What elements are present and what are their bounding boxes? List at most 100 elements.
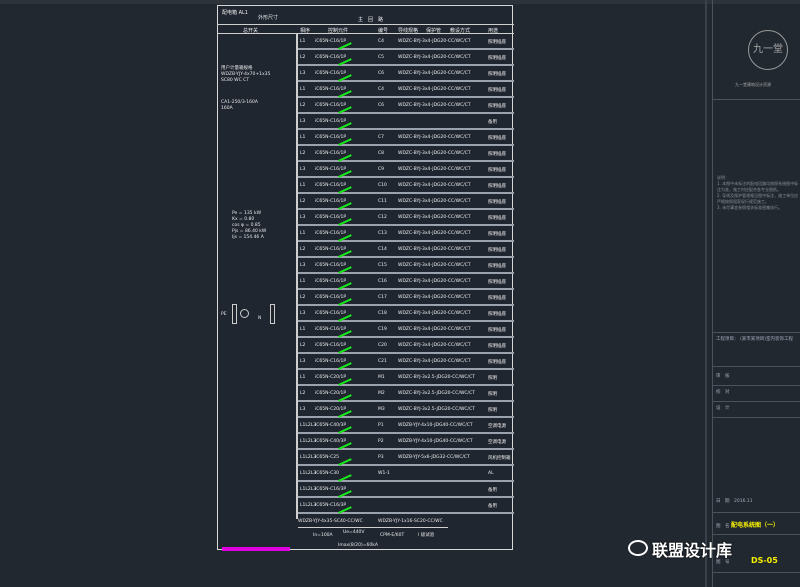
circuit-row: L3 iC65N-C16/1P C12 WDZC-BYJ-3x4-JDG20-CC/W… [298,210,514,226]
cable-spec: WDZC-BYJ-3x4-JDG20-CC/WC/CT [398,279,471,284]
circuit-purpose: 照明插座 [488,328,506,333]
title-block: 九一堂 九一堂建筑设计资源 说明： 1. 本图中未标注的配电回路均按照系统图中标… [712,0,800,587]
circuit-row: L3 iC65N-C20/1P M3 WDZC-BYJ-3x2.5-JDG20-CC/… [298,402,514,418]
circuit-row: L1L2L3 iC65N-C16/3P 备用 [298,482,514,498]
phase-label: L2 [300,103,306,108]
drawing-no-cell: 图 号 DS-05 [713,553,800,573]
circuit-row: L3 iC65N-C16/1P C9 WDZC-BYJ-3x4-JDG20-CC/WC… [298,162,514,178]
phase-label: L1 [300,327,306,332]
circuit-row: L1L2L3 iC65N-C16/3P 备用 [298,498,514,514]
circuit-number: M3 [378,407,385,412]
breaker-label: iC65N-C16/1P [315,87,347,92]
circuit-number: C17 [378,295,387,300]
breaker-label: iC65N-C16/3P [315,487,347,492]
cable-spec: WDZC-BYJ-3x2.5-JDG20-CC/WC/CT [398,407,475,412]
circuit-row: L2 iC65N-C16/1P C5 WDZC-BYJ-3x4-JDG20-CC/WC… [298,50,514,66]
watermark: 联盟设计库 [652,541,733,560]
circuit-row: L1L2L3 iC65N-C40/3P P1 WDZB-YJY-4x10-JDG40-… [298,418,514,434]
header-box-name: 配电箱 AL1 [222,10,248,16]
circuit-row: L1L2L3 iC65N-C40/3P P2 WDZB-YJY-4x10-JDG40-… [298,434,514,450]
breaker-label: iC65N-C16/1P [315,359,347,364]
drawing-name: 配电系统图（一） [730,522,779,529]
cable-spec: WDZC-BYJ-3x4-JDG20-CC/WC/CT [398,87,471,92]
project-label: 工程项目： [716,337,739,342]
circuit-row: L3 iC65N-C16/1P 备用 [298,114,514,130]
cable-spec: WDZC-BYJ-3x4-JDG20-CC/WC/CT [398,311,471,316]
load-calculation: Pe = 135 kW Kx = 0.80 cos φ = 0.85 Pjs =… [232,211,267,240]
breaker-label: iC65N-C20/1P [315,407,347,412]
incoming-breaker: CA1-250/3-160A 160A [221,100,258,111]
breaker-label: iC65N-C16/1P [315,183,347,188]
cable-spec: WDZC-BYJ-3x4-JDG20-CC/WC/CT [398,359,471,364]
project-cell: 工程项目： (某市某项目)室内装饰工程 [713,332,800,367]
spd-imax: Imax(8/20)=60kA [338,543,378,548]
phase-label: L2 [300,55,306,60]
circuit-row: L1 iC65N-C16/1P C7 WDZC-BYJ-3x4-JDG20-CC/WC… [298,130,514,146]
spd-ue: Ue=440V [343,530,365,535]
circuit-number: M2 [378,391,385,396]
circuit-row: L3 iC65N-C16/1P C18 WDZC-BYJ-3x4-JDG20-CC/W… [298,306,514,322]
header-conduit: 保护管 [426,28,442,34]
phase-label: L1 [300,87,306,92]
circuit-row: L3 iC65N-C16/1P C6 WDZC-BYJ-3x4-JDG20-CC/WC… [298,66,514,82]
breaker-label: iC65N-C40/3P [315,423,347,428]
circuit-purpose: 照明插座 [488,232,506,237]
sign-check: 校 对 [713,386,800,402]
header-cable: 导线规格 [398,28,419,34]
cable-spec: WDZC-BYJ-3x4-JDG20-CC/WC/CT [398,263,471,268]
bottom-cable-2: WDZB-YJY-1x16-SC20-CC/WC [378,519,443,524]
meter-info: 用户计量箱规格 WDZB-YJY-4x70+1x35 SC80 WC CT [221,66,271,83]
circuit-number: C13 [378,231,387,236]
circuit-number: C21 [378,359,387,364]
cable-spec: WDZC-BYJ-3x4-JDG20-CC/WC/CT [398,151,471,156]
phase-label: L1 [300,231,306,236]
circuit-purpose: 照明插座 [488,168,506,173]
header-divider [218,24,514,25]
cable-spec: WDZC-BYJ-3x4-JDG20-CC/WC/CT [398,343,471,348]
circuit-row: L1 iC65N-C16/1P C10 WDZC-BYJ-3x4-JDG20-CC/W… [298,178,514,194]
circuit-number: C8 [378,151,385,156]
logo-caption: 九一堂建筑设计资源 [735,82,771,87]
cable-spec: WDZB-YJY-4x10-JDG40-CC/WC/CT [398,423,473,428]
bottom-cable-1: WDZB-YJY-4x35-SC40-CC/WC [298,519,363,524]
phase-label: L2 [300,199,306,204]
switch-icon [338,458,352,466]
circuit-number: C5 [378,55,385,60]
circuit-purpose: 照明插座 [488,104,506,109]
sign-review: 审 核 [713,370,800,386]
circuit-row: L2 iC65N-C16/1P C20 WDZC-BYJ-3x4-JDG20-CC/W… [298,338,514,354]
breaker-label: iC65N-C16/1P [315,263,347,268]
phase-label: L1L2L3 [300,439,317,444]
cable-spec: WDZC-BYJ-3x4-JDG20-CC/WC/CT [398,183,471,188]
circuit-number: P1 [378,423,384,428]
header-laying: 敷设方式 [450,28,471,34]
circuit-row: L2 iC65N-C16/1P C6 WDZC-BYJ-3x4-JDG20-CC/WC… [298,98,514,114]
circuit-row: L1 iC65N-C16/1P C4 WDZC-BYJ-3x4-JDG20-CC/WC… [298,34,514,50]
circuit-row: L2 iC65N-C20/1P M2 WDZC-BYJ-3x2.5-JDG20-CC/… [298,386,514,402]
circuit-purpose: 风机控制箱 [488,456,511,461]
pe-label: PE [221,312,227,317]
phase-label: L3 [300,167,306,172]
cable-spec: WDZC-BYJ-3x4-JDG20-CC/WC/CT [398,247,471,252]
header-number: 编号 [378,28,389,34]
circuit-number: C12 [378,215,387,220]
cable-spec: WDZC-BYJ-3x2.5-JDG20-CC/WC/CT [398,375,475,380]
circuit-row: L1L2L3 iC65N-C30 W1-1 AL [298,466,514,482]
circuit-row: L1L2L3 iC65N-C25 P3 WDZB-YJY-5x6-JDG32-CC/W… [298,450,514,466]
circuit-number: C6 [378,71,385,76]
date-cell: 日 期 2016.11 [713,495,800,513]
breaker-label: iC65N-C16/1P [315,279,347,284]
circuit-purpose: 照明插座 [488,56,506,61]
circuit-purpose: 照明插座 [488,88,506,93]
breaker-label: iC65N-C16/1P [315,151,347,156]
notes-body: 1. 本图中未标注的配电回路均按照系统图中标注为准，施工时应配合各专业图纸。 2… [717,181,799,210]
circuit-purpose: 备用 [488,120,497,125]
circuit-row: L3 iC65N-C16/1P C21 WDZC-BYJ-3x4-JDG20-CC/W… [298,354,514,370]
top-bar [0,0,800,4]
spd-line [298,527,448,528]
circuit-purpose: 照明插座 [488,296,506,301]
magenta-marker [222,547,290,551]
phase-label: L1L2L3 [300,455,317,460]
phase-label: L2 [300,247,306,252]
breaker-label: iC65N-C16/1P [315,135,347,140]
